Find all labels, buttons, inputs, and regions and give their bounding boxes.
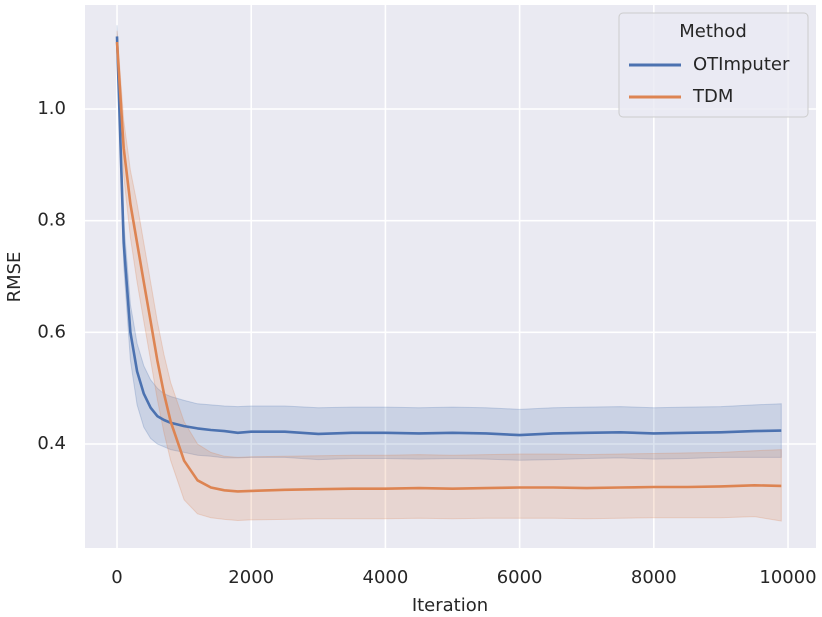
y-axis-label: RMSE	[4, 252, 25, 303]
y-tick-label: 0.4	[37, 433, 66, 454]
y-tick-label: 0.8	[37, 210, 66, 231]
series-line	[115, 36, 782, 437]
legend-box	[618, 12, 809, 118]
x-tick-label: 10000	[759, 567, 816, 588]
x-tick-label: 0	[111, 567, 122, 588]
series-line	[115, 41, 782, 493]
confidence-band	[116, 30, 782, 522]
legend-label: TDM	[692, 86, 733, 107]
x-tick-label: 4000	[363, 567, 409, 588]
x-axis-label: Iteration	[412, 595, 488, 616]
y-tick-label: 1.0	[37, 98, 66, 119]
x-tick-label: 8000	[631, 567, 677, 588]
x-tick-label: 6000	[497, 567, 543, 588]
legend-label: OTImputer	[693, 54, 790, 75]
y-tick-label: 0.6	[37, 321, 66, 342]
legend-title: Method	[679, 21, 747, 42]
x-tick-label: 2000	[228, 567, 274, 588]
confidence-band	[116, 25, 782, 461]
